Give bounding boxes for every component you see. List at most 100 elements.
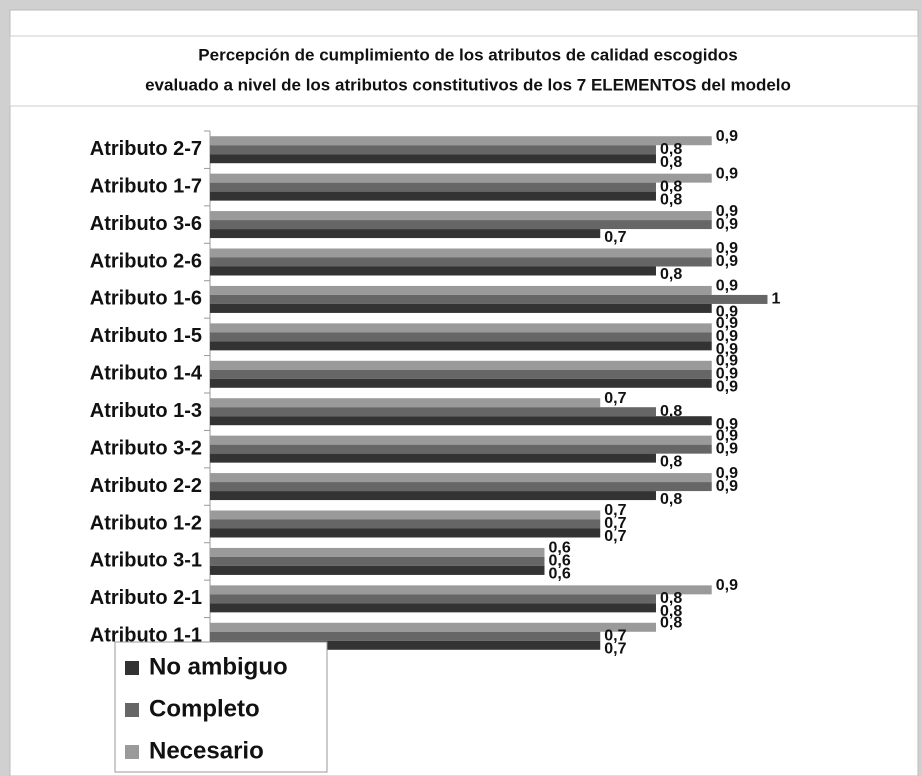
data-label: 0,9 xyxy=(716,128,738,145)
data-label: 0,9 xyxy=(716,278,738,295)
bar xyxy=(210,154,656,164)
data-label: 0,7 xyxy=(604,528,626,545)
bar xyxy=(210,182,656,192)
data-label: 0,7 xyxy=(604,229,626,246)
data-label: 0,9 xyxy=(716,366,738,383)
data-label: 0,9 xyxy=(716,478,738,495)
data-label: 0,6 xyxy=(548,540,570,557)
bar xyxy=(210,285,712,295)
data-label: 0,6 xyxy=(548,553,570,570)
data-label: 0,8 xyxy=(660,403,682,420)
data-label: 0,9 xyxy=(716,416,738,433)
data-label: 0,9 xyxy=(716,465,738,482)
y-tick-label: Atributo 3-6 xyxy=(90,213,202,235)
y-tick-label: Atributo 3-2 xyxy=(90,437,202,459)
bar xyxy=(210,565,545,575)
bar xyxy=(210,547,545,557)
bar xyxy=(210,360,712,370)
bar xyxy=(210,444,712,454)
bar xyxy=(210,416,712,426)
data-label: 0,7 xyxy=(604,502,626,519)
bar xyxy=(210,257,712,267)
bar xyxy=(210,229,601,239)
bar xyxy=(210,211,712,221)
data-label: 0,9 xyxy=(716,440,738,457)
bar xyxy=(210,631,601,641)
bar xyxy=(210,145,656,155)
y-tick-label: Atributo 1-1 xyxy=(90,625,202,647)
bar xyxy=(210,482,712,492)
data-label: 0,9 xyxy=(716,240,738,257)
bar xyxy=(210,378,712,388)
data-label: 0,9 xyxy=(716,304,738,321)
data-label: 0,9 xyxy=(716,315,738,332)
data-label: 0,9 xyxy=(716,165,738,182)
bar xyxy=(210,303,712,313)
data-label: 0,8 xyxy=(660,615,682,632)
bar xyxy=(210,491,656,501)
bar xyxy=(210,191,656,201)
y-tick-label: Atributo 2-1 xyxy=(90,587,202,609)
data-label: 0,8 xyxy=(660,453,682,470)
data-label: 0,9 xyxy=(716,353,738,370)
data-label: 0,9 xyxy=(716,253,738,270)
legend-swatch xyxy=(125,703,139,717)
bar xyxy=(210,173,712,183)
bar xyxy=(210,323,712,333)
y-tick-label: Atributo 2-7 xyxy=(90,138,202,160)
bar xyxy=(210,585,712,595)
bar xyxy=(210,594,656,604)
bar xyxy=(210,622,656,632)
bar xyxy=(210,341,712,351)
data-label: 0,9 xyxy=(716,427,738,444)
data-label: 0,7 xyxy=(604,390,626,407)
y-tick-label: Atributo 1-6 xyxy=(90,288,202,310)
bar xyxy=(210,369,712,379)
bar xyxy=(210,519,601,529)
bar xyxy=(210,136,712,146)
data-label: 0,9 xyxy=(716,577,738,594)
bar xyxy=(210,603,656,613)
bar xyxy=(210,266,656,276)
data-label: 0,7 xyxy=(604,628,626,645)
data-label: 0,6 xyxy=(548,566,570,583)
y-tick-label: Atributo 1-5 xyxy=(90,325,202,347)
data-label: 0,9 xyxy=(716,379,738,396)
legend-label: Completo xyxy=(149,695,260,722)
chart-title: evaluado a nivel de los atributos consti… xyxy=(145,75,791,94)
legend-label: No ambiguo xyxy=(149,653,288,680)
data-label: 0,9 xyxy=(716,328,738,345)
data-label: 0,8 xyxy=(660,603,682,620)
y-tick-label: Atributo 1-3 xyxy=(90,400,202,422)
data-label: 0,8 xyxy=(660,191,682,208)
y-tick-label: Atributo 1-4 xyxy=(90,363,203,385)
bar xyxy=(210,332,712,342)
legend-label: Necesario xyxy=(149,737,264,764)
title-box xyxy=(9,35,919,107)
bar xyxy=(210,453,656,463)
data-label: 0,8 xyxy=(660,178,682,195)
legend-swatch xyxy=(125,745,139,759)
bar xyxy=(210,398,601,408)
bar xyxy=(210,640,601,650)
bar xyxy=(210,435,712,445)
data-label: 0,8 xyxy=(660,590,682,607)
data-label: 0,8 xyxy=(660,266,682,283)
bar xyxy=(210,248,712,258)
y-tick-label: Atributo 3-1 xyxy=(90,550,202,572)
bar xyxy=(210,294,768,304)
y-tick-label: Atributo 1-7 xyxy=(90,175,202,197)
data-label: 0,8 xyxy=(660,141,682,158)
data-label: 0,8 xyxy=(660,154,682,171)
data-label: 0,9 xyxy=(716,216,738,233)
data-label: 0,8 xyxy=(660,491,682,508)
data-label: 0,7 xyxy=(604,641,626,658)
bar xyxy=(210,407,656,417)
legend-box xyxy=(114,641,328,773)
data-label: 1 xyxy=(771,291,780,308)
y-tick-label: Atributo 2-6 xyxy=(90,250,202,272)
y-tick-label: Atributo 2-2 xyxy=(90,475,202,497)
legend-swatch xyxy=(125,661,139,675)
bar xyxy=(210,556,545,566)
